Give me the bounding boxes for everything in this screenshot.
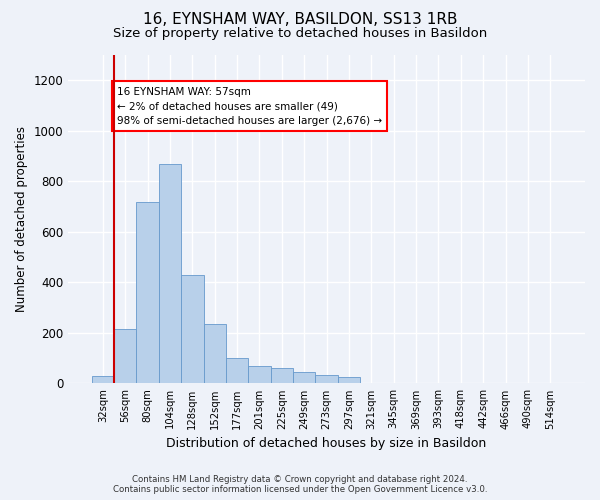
- Bar: [271, 368, 293, 384]
- Bar: [293, 372, 316, 384]
- Bar: [226, 358, 248, 384]
- Bar: [248, 366, 271, 384]
- Bar: [203, 324, 226, 384]
- Text: 16 EYNSHAM WAY: 57sqm
← 2% of detached houses are smaller (49)
98% of semi-detac: 16 EYNSHAM WAY: 57sqm ← 2% of detached h…: [117, 86, 382, 126]
- Bar: [338, 377, 360, 384]
- Bar: [159, 164, 181, 384]
- Y-axis label: Number of detached properties: Number of detached properties: [15, 126, 28, 312]
- Bar: [136, 202, 159, 384]
- X-axis label: Distribution of detached houses by size in Basildon: Distribution of detached houses by size …: [166, 437, 487, 450]
- Bar: [114, 329, 136, 384]
- Bar: [316, 374, 338, 384]
- Text: Contains HM Land Registry data © Crown copyright and database right 2024.
Contai: Contains HM Land Registry data © Crown c…: [113, 474, 487, 494]
- Bar: [181, 275, 203, 384]
- Bar: [92, 376, 114, 384]
- Text: 16, EYNSHAM WAY, BASILDON, SS13 1RB: 16, EYNSHAM WAY, BASILDON, SS13 1RB: [143, 12, 457, 28]
- Text: Size of property relative to detached houses in Basildon: Size of property relative to detached ho…: [113, 28, 487, 40]
